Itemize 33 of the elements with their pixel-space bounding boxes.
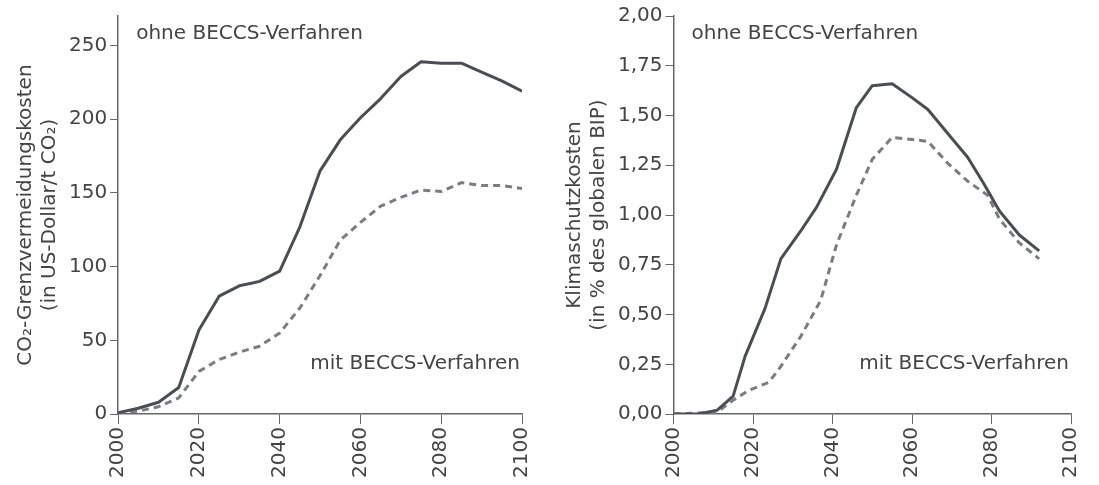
x-tick-label: 2100 — [508, 427, 533, 479]
y-tick-label: 200 — [68, 105, 108, 130]
y-tick-label: 1,00 — [618, 201, 663, 226]
y-axis-title: CO₂-Grenzvermeidungskosten (in US-Dollar/t CO₂) — [12, 64, 61, 366]
y-tick-label: 0 — [94, 400, 108, 425]
y-tick-label: 0,25 — [618, 350, 663, 375]
y-tick-label: 0,50 — [618, 300, 663, 325]
y-axis-title: Klimaschutzkosten (in % des globalen BIP) — [561, 99, 610, 331]
y-tick-label: 50 — [81, 326, 108, 351]
text: ohne BECCS-Verfahren — [691, 20, 919, 45]
y-tick-label: 0,00 — [618, 400, 663, 425]
text: mit BECCS-Verfahren — [859, 350, 1069, 375]
x-tick-label: 2060 — [346, 427, 371, 479]
x-tick-label: 2020 — [185, 427, 210, 479]
text: ohne BECCS-Verfahren — [136, 20, 363, 45]
x-tick-label: 2040 — [265, 427, 290, 479]
y-tick-label: 2,00 — [618, 2, 663, 27]
y-tick-label: 1,25 — [618, 151, 663, 176]
x-tick-label: 2080 — [977, 427, 1002, 479]
y-tick-label: 1,75 — [618, 51, 663, 76]
x-tick-label: 2080 — [427, 427, 452, 479]
x-tick-label: 2000 — [104, 427, 129, 479]
x-tick-label: 2040 — [818, 427, 843, 479]
y-tick-label: 150 — [68, 179, 108, 204]
y-tick-label: 250 — [68, 31, 108, 56]
x-tick-label: 2060 — [898, 427, 923, 479]
x-tick-label: 2000 — [659, 427, 684, 479]
y-tick-label: 1,50 — [618, 101, 663, 126]
y-tick-label: 0,75 — [618, 251, 663, 276]
series-label: mit BECCS-Verfahren — [310, 350, 520, 375]
y-tick-label: 100 — [68, 252, 108, 277]
x-tick-label: 2100 — [1057, 427, 1082, 479]
x-tick-label: 2020 — [739, 427, 764, 479]
